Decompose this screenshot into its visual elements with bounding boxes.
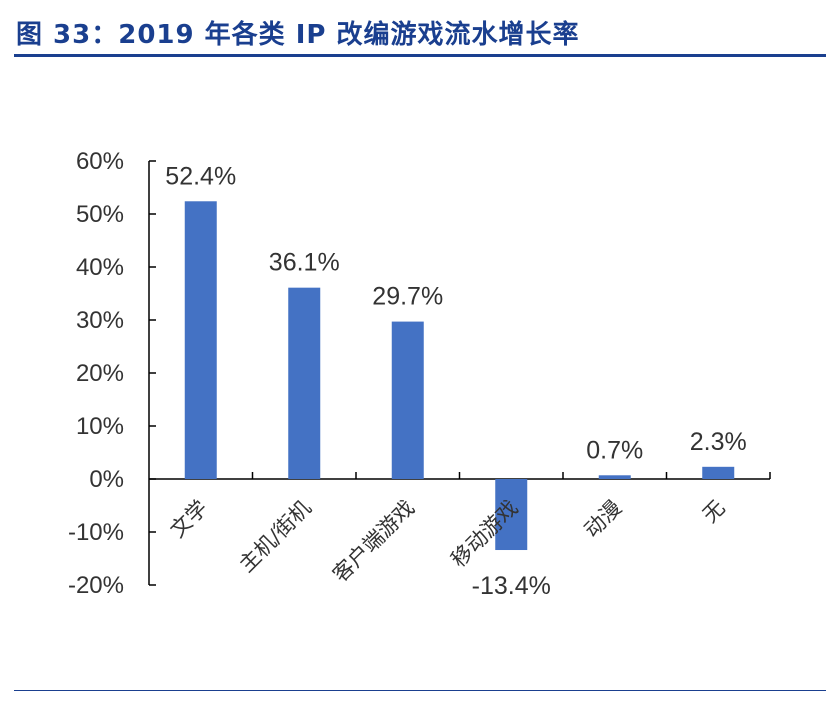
bar <box>288 287 321 479</box>
y-tick-label: -10% <box>68 519 124 546</box>
data-label: 2.3% <box>690 428 747 456</box>
y-tick-label: 0% <box>89 466 124 493</box>
bar <box>598 475 631 479</box>
y-tick-label: 30% <box>76 307 124 334</box>
category-label: 无 <box>698 496 730 528</box>
bar <box>495 479 528 551</box>
data-label: 0.7% <box>586 436 643 464</box>
y-tick-label: -20% <box>68 572 124 599</box>
title-divider <box>14 54 826 57</box>
category-label: 文学 <box>166 496 213 543</box>
bar <box>184 201 217 479</box>
y-tick-label: 10% <box>76 413 124 440</box>
y-tick-label: 20% <box>76 360 124 387</box>
data-label: 52.4% <box>165 162 236 190</box>
y-tick-label: 50% <box>76 201 124 228</box>
category-label: 动漫 <box>580 496 627 543</box>
data-label: 36.1% <box>269 249 340 277</box>
category-label: 客户端游戏 <box>328 496 419 587</box>
bottom-divider <box>14 690 826 691</box>
figure-title: 图 33：2019 年各类 IP 改编游戏流水增长率 <box>16 20 580 50</box>
category-label: 主机/街机 <box>234 496 315 577</box>
y-tick-label: 60% <box>76 148 124 175</box>
bar <box>702 466 735 479</box>
y-tick-label: 40% <box>76 254 124 281</box>
data-label: -13.4% <box>472 572 551 600</box>
data-label: 29.7% <box>372 283 443 311</box>
bar <box>391 321 424 479</box>
